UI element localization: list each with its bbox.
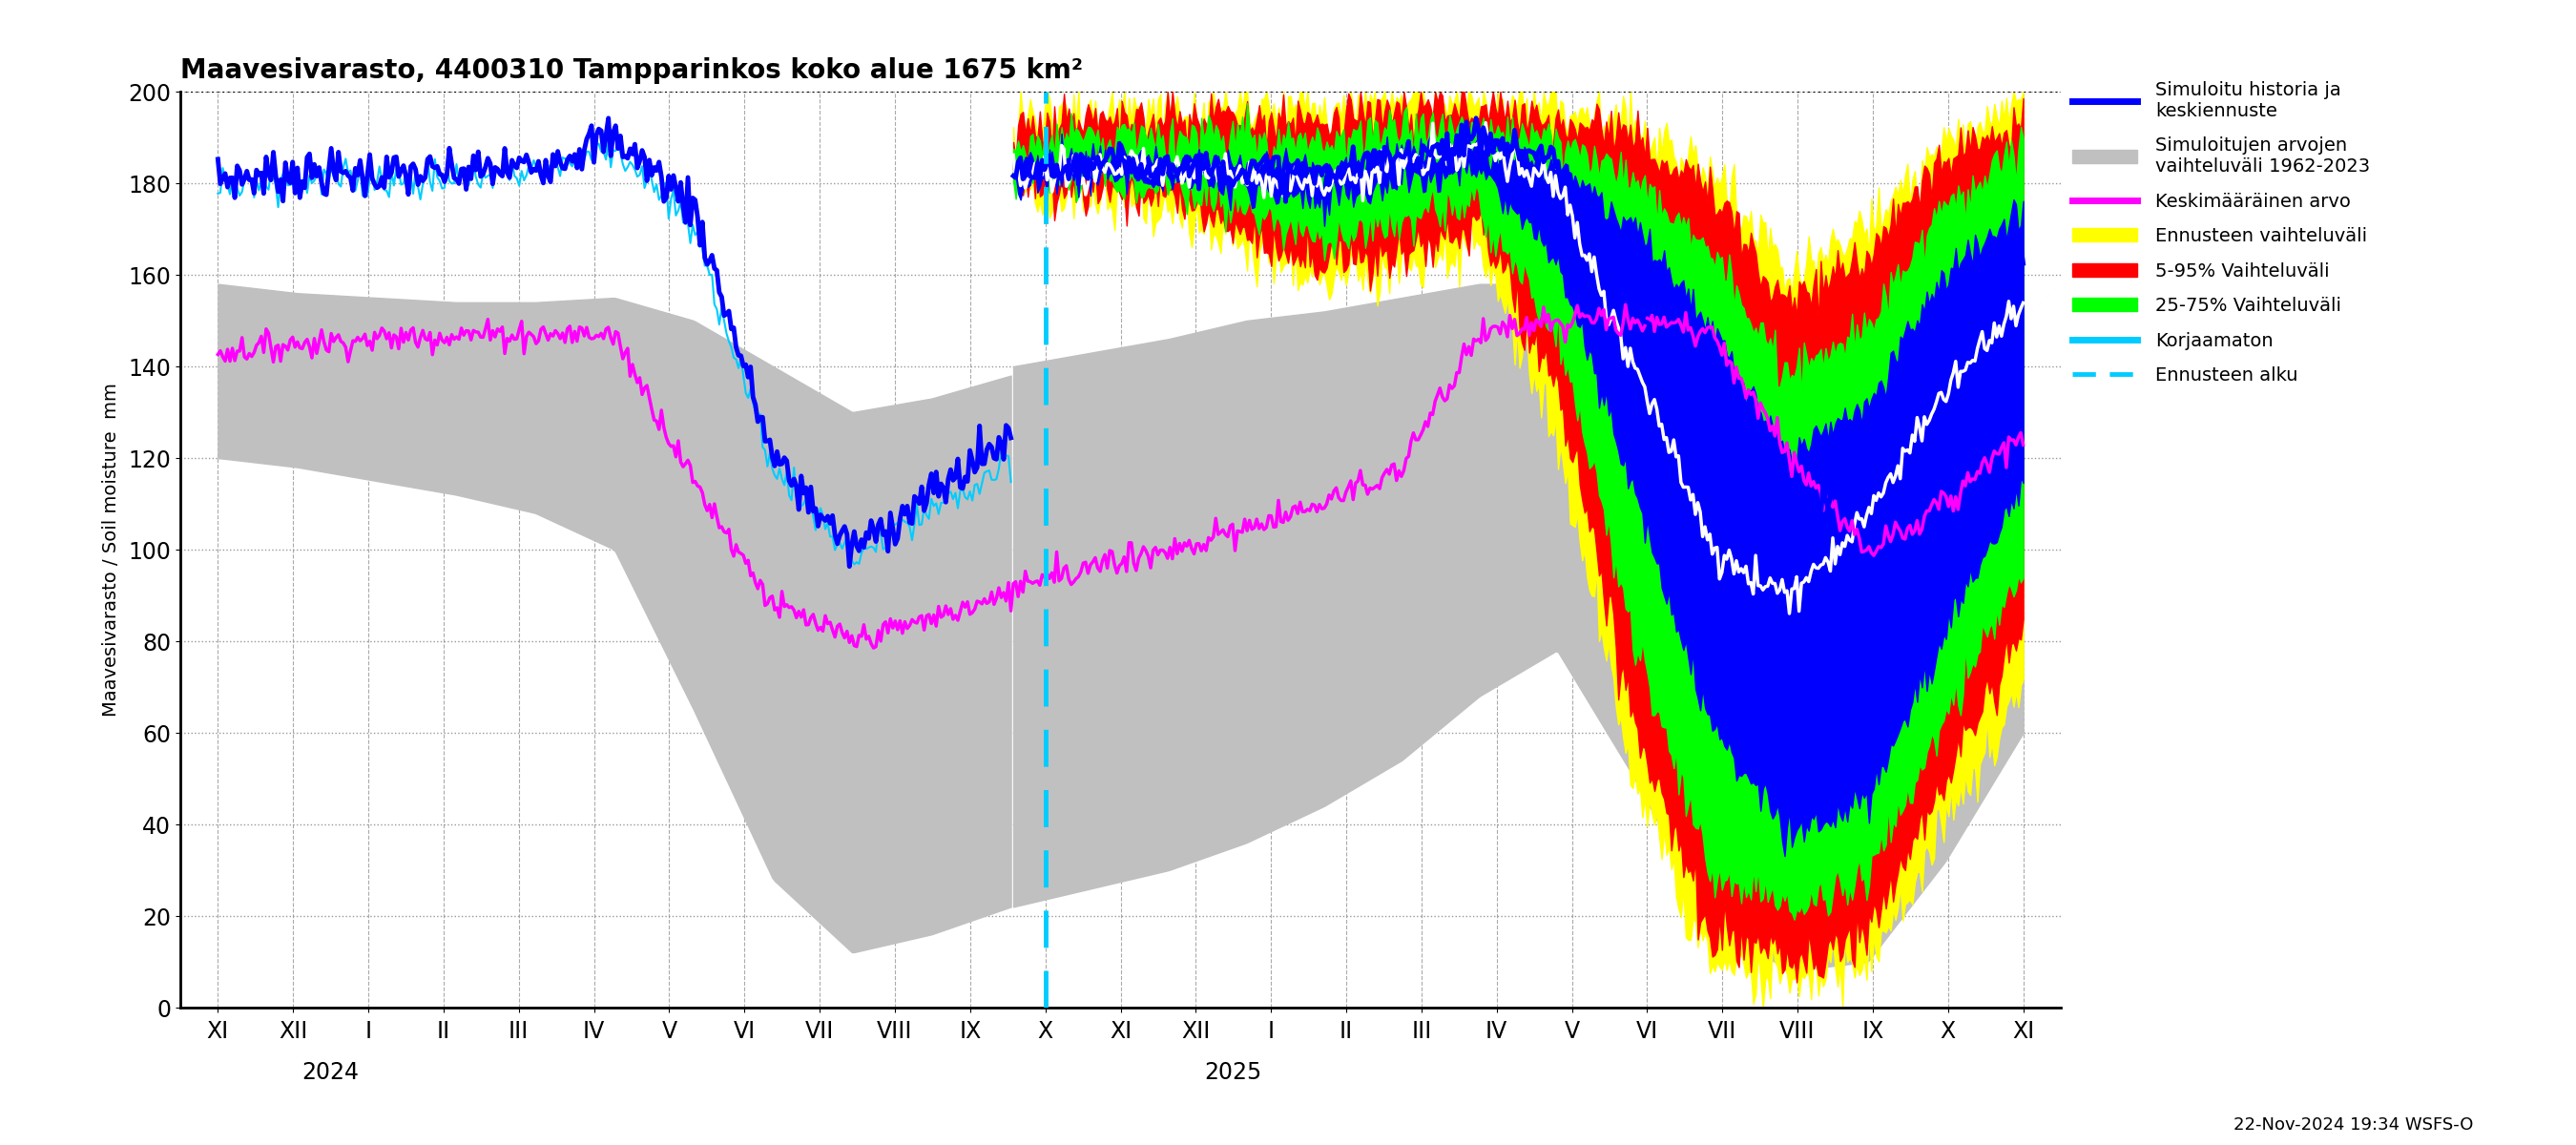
Text: 2024: 2024 [301,1060,361,1083]
Text: 2025: 2025 [1206,1060,1262,1083]
Legend: Simuloitu historia ja
keskiennuste, Simuloitujen arvojen
vaihteluväli 1962-2023,: Simuloitu historia ja keskiennuste, Simu… [2063,73,2378,392]
Text: Maavesivarasto, 4400310 Tampparinkos koko alue 1675 km²: Maavesivarasto, 4400310 Tampparinkos kok… [180,57,1082,84]
Y-axis label: Maavesivarasto / Soil moisture  mm: Maavesivarasto / Soil moisture mm [103,382,121,717]
Text: 22-Nov-2024 19:34 WSFS-O: 22-Nov-2024 19:34 WSFS-O [2233,1116,2473,1134]
